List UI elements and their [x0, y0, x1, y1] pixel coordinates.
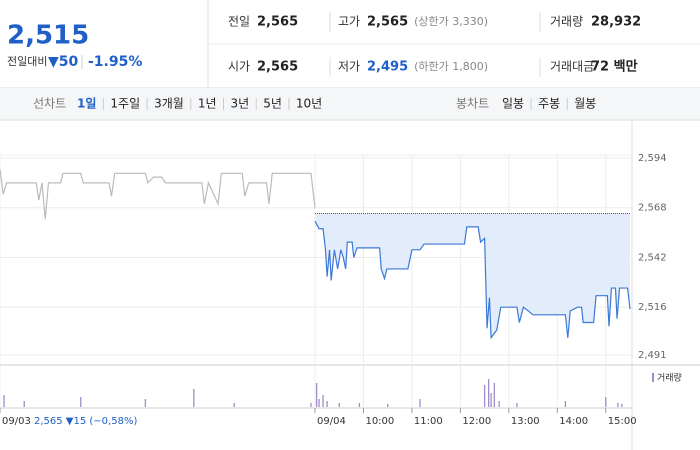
price-line [314, 220, 631, 340]
x-tick-label: 13:00 [511, 416, 540, 427]
change: ▼50 [48, 54, 79, 70]
tab[interactable]: 5년 [263, 97, 282, 111]
stat-label: 거래량 [550, 15, 583, 29]
tab[interactable]: 일봉 [502, 97, 524, 111]
x-tick-label: 09/04 [317, 416, 346, 427]
x-tick-label: 14:00 [559, 416, 588, 427]
legend-swatch [652, 373, 654, 382]
stat-value: 2,565 [257, 15, 298, 30]
x-tick-label: 09/03 [2, 416, 31, 427]
stat-note: (하한가 1,800) [414, 59, 488, 73]
y-tick-label: 2,491 [638, 350, 667, 361]
tab[interactable]: 주봉 [538, 97, 560, 111]
y-tick-label: 2,594 [638, 153, 667, 164]
tab[interactable]: 1일 [77, 97, 96, 111]
y-tick-label: 2,516 [638, 302, 667, 313]
tab[interactable]: 월봉 [574, 97, 596, 111]
area-fill [315, 213, 630, 338]
stat-note: (상한가 3,330) [414, 15, 488, 28]
stat-value: 28,932 [591, 15, 641, 30]
tab[interactable]: 10년 [296, 97, 322, 111]
tab[interactable]: 1주일 [110, 97, 140, 111]
stat-value: 2,565 [367, 15, 408, 30]
stat-value: 2,565 [257, 60, 298, 75]
tab-group-label: 봉차트 [456, 97, 489, 111]
stat-label: 고가 [338, 15, 360, 29]
x-tick-label: 10:00 [365, 416, 394, 427]
y-tick-label: 2,542 [638, 252, 667, 263]
tab[interactable]: 1년 [198, 97, 217, 111]
x-tick-label: 15:00 [608, 416, 637, 427]
stat-label: 저가 [338, 60, 360, 74]
x-tick-label: 12:00 [462, 416, 491, 427]
x-tick-label: 11:00 [414, 416, 443, 427]
stat-label: 시가 [228, 60, 250, 74]
change-pct: -1.95% [88, 54, 142, 70]
tab-bar [0, 88, 700, 120]
change-label: 전일대비 [7, 54, 47, 68]
stat-value: 72 백만 [591, 59, 638, 75]
tab-group-label: 선차트 [33, 97, 66, 111]
stat-value: 2,495 [367, 60, 408, 75]
price-line [0, 169, 316, 220]
stat-label: 거래대금 [550, 60, 594, 74]
tab[interactable]: 3년 [231, 97, 250, 111]
price: 2,515 [7, 21, 89, 51]
y-tick-label: 2,568 [638, 203, 667, 214]
legend-label: 거래량 [657, 372, 682, 384]
prev-summary: 2,565 ▼15 (−0,58%) [34, 416, 137, 427]
stat-label: 전일 [228, 15, 250, 29]
tab[interactable]: 3개월 [154, 97, 184, 111]
